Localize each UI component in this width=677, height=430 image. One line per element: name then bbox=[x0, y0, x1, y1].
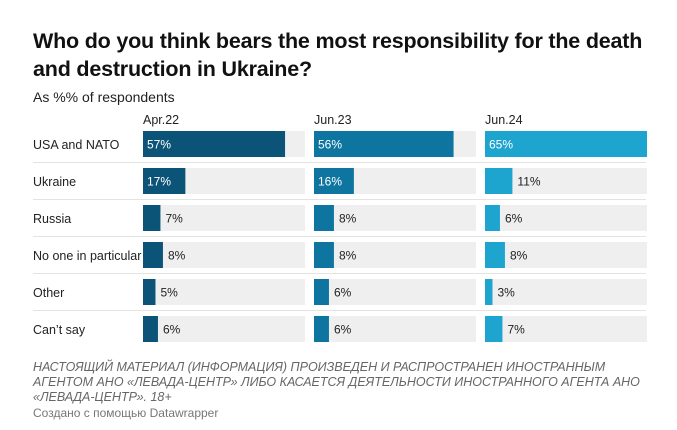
data-label: 8% bbox=[339, 249, 357, 263]
data-label: 8% bbox=[510, 249, 528, 263]
data-label: 6% bbox=[163, 323, 181, 337]
category-label: Russia bbox=[33, 212, 71, 226]
datawrapper-credit: Создано с помощью Datawrapper bbox=[33, 406, 219, 420]
bar bbox=[314, 131, 454, 157]
data-label: 6% bbox=[505, 212, 523, 226]
bar-track bbox=[485, 316, 647, 342]
panel-header: Apr.22 bbox=[143, 113, 179, 127]
foreign-agent-note: НАСТОЯЩИЙ МАТЕРИАЛ (ИНФОРМАЦИЯ) ПРОИЗВЕД… bbox=[33, 360, 640, 404]
data-label: 11% bbox=[517, 175, 540, 189]
bar bbox=[314, 316, 329, 342]
bar-chart: USA and NATO Ukraine Russia No one in parti… bbox=[33, 113, 647, 342]
bar bbox=[314, 205, 334, 231]
data-label: 6% bbox=[334, 286, 352, 300]
bar bbox=[143, 168, 186, 194]
bar bbox=[143, 242, 163, 268]
bar-track bbox=[143, 205, 305, 231]
data-label: 65% bbox=[489, 138, 513, 152]
bar-track bbox=[143, 242, 305, 268]
category-label: Other bbox=[33, 286, 64, 300]
data-label: 57% bbox=[147, 138, 171, 152]
bar-track bbox=[143, 316, 305, 342]
chart-subtitle: As %% of respondents bbox=[33, 89, 175, 105]
panel-header: Jun.23 bbox=[314, 113, 352, 127]
bar-track bbox=[314, 316, 476, 342]
data-label: 8% bbox=[168, 249, 186, 263]
bar-track bbox=[314, 279, 476, 305]
bar-track bbox=[485, 279, 647, 305]
chart-title: Who do you think bears the most responsi… bbox=[33, 29, 643, 81]
bar-track bbox=[314, 205, 476, 231]
bar bbox=[143, 131, 286, 157]
bar bbox=[143, 205, 161, 231]
bar-track bbox=[143, 279, 305, 305]
bar bbox=[143, 279, 156, 305]
data-label: 8% bbox=[339, 212, 357, 226]
data-label: 6% bbox=[334, 323, 352, 337]
panel-header: Jun.24 bbox=[485, 113, 523, 127]
data-label: 56% bbox=[318, 138, 342, 152]
data-label: 7% bbox=[507, 323, 525, 337]
bar bbox=[314, 242, 334, 268]
bar bbox=[485, 242, 505, 268]
bar bbox=[314, 279, 329, 305]
bar-track bbox=[485, 205, 647, 231]
bar-track bbox=[485, 242, 647, 268]
data-label: 17% bbox=[147, 175, 171, 189]
category-label: Ukraine bbox=[33, 175, 76, 189]
data-label: 16% bbox=[318, 175, 342, 189]
bar-track bbox=[314, 242, 476, 268]
bar bbox=[485, 205, 500, 231]
category-label: No one in particular bbox=[33, 249, 141, 263]
bar bbox=[143, 316, 158, 342]
category-label: Can’t say bbox=[33, 323, 86, 337]
bar bbox=[314, 168, 354, 194]
bar bbox=[485, 279, 493, 305]
category-label: USA and NATO bbox=[33, 138, 120, 152]
data-label: 3% bbox=[497, 286, 515, 300]
bar bbox=[485, 168, 513, 194]
data-label: 7% bbox=[165, 212, 183, 226]
bar bbox=[485, 131, 647, 157]
bar bbox=[485, 316, 503, 342]
data-label: 5% bbox=[160, 286, 178, 300]
